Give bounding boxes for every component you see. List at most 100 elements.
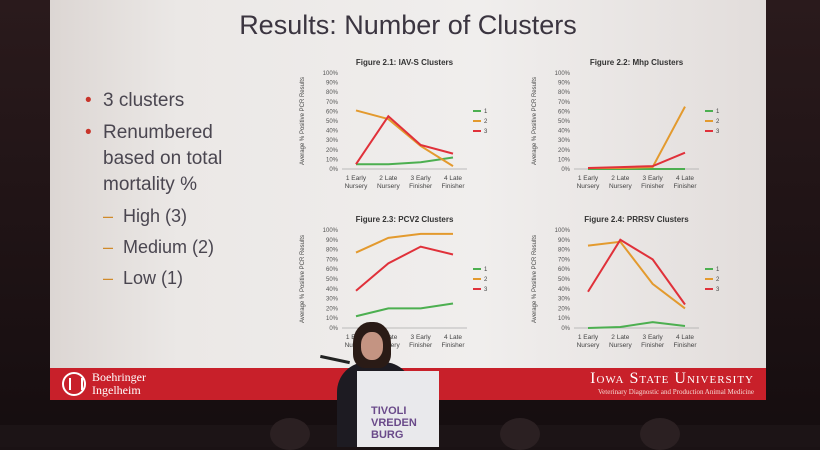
x-tick-label: Nursery — [345, 183, 369, 190]
x-tick-label: Nursery — [609, 342, 633, 349]
sub-bullet-text: Medium (2) — [123, 237, 215, 257]
series-line-1 — [355, 302, 454, 318]
legend-label: 1 — [484, 109, 488, 115]
y-axis-label: Average % Positive PCR Results — [532, 235, 538, 323]
x-tick-label: Nursery — [609, 183, 633, 190]
x-tick-label: Finisher — [673, 342, 697, 349]
bullet-text: mortality % — [103, 174, 197, 195]
legend-label: 3 — [484, 287, 488, 293]
legend-label: 1 — [716, 267, 720, 273]
y-tick-label: 0% — [329, 167, 338, 173]
x-tick-label: 2 Late — [611, 334, 629, 341]
bullet-list: 3 clusters Renumbered based on total mor… — [85, 88, 222, 291]
audience-head — [270, 418, 310, 450]
y-tick-label: 90% — [558, 81, 571, 87]
y-tick-label: 40% — [326, 129, 339, 135]
series-line-3 — [587, 151, 686, 170]
chart-title: Figure 2.1: IAV-S Clusters — [356, 58, 454, 67]
y-tick-label: 80% — [326, 90, 339, 96]
bullet-text: Renumbered — [103, 122, 213, 143]
series-line-3 — [355, 114, 454, 165]
y-tick-label: 30% — [558, 297, 571, 303]
x-tick-label: Finisher — [641, 342, 665, 349]
sub-bullet-text: Low (1) — [123, 268, 184, 288]
x-tick-label: 3 Early — [411, 175, 432, 182]
y-tick-label: 100% — [323, 71, 339, 77]
legend-label: 3 — [484, 129, 488, 135]
x-tick-label: 3 Early — [643, 175, 664, 182]
audience-head — [640, 418, 680, 450]
sub-bullet-item: High (3) — [85, 203, 222, 229]
x-tick-label: 1 Early — [578, 175, 599, 182]
y-axis-label: Average % Positive PCR Results — [532, 77, 538, 165]
x-tick-label: Nursery — [377, 183, 401, 190]
y-tick-label: 80% — [558, 90, 571, 96]
x-tick-label: 3 Early — [643, 334, 664, 341]
x-tick-label: 4 Late — [444, 175, 462, 182]
x-tick-label: 4 Late — [676, 334, 694, 341]
y-axis-label: Average % Positive PCR Results — [300, 235, 306, 323]
legend-label: 2 — [716, 119, 720, 125]
legend-label: 3 — [716, 287, 720, 293]
y-tick-label: 40% — [558, 129, 571, 135]
bullet-item: Renumbered based on total mortality % — [85, 120, 222, 198]
bullet-text: 3 clusters — [103, 90, 185, 111]
x-tick-label: 1 Early — [346, 175, 367, 182]
x-tick-label: Finisher — [409, 183, 433, 190]
y-tick-label: 0% — [329, 326, 338, 332]
series-line-1 — [587, 321, 686, 329]
y-tick-label: 0% — [561, 326, 570, 332]
y-tick-label: 70% — [326, 100, 339, 106]
y-tick-label: 40% — [558, 287, 571, 293]
series-line-2 — [587, 240, 686, 310]
series-line-3 — [355, 245, 454, 292]
isu-department: Veterinary Diagnostic and Production Ani… — [597, 388, 754, 396]
chart-title: Figure 2.3: PCV2 Clusters — [356, 215, 454, 224]
y-tick-label: 20% — [326, 306, 339, 312]
y-tick-label: 100% — [555, 228, 571, 234]
y-tick-label: 50% — [558, 119, 571, 125]
y-tick-label: 100% — [323, 228, 339, 234]
chart-title: Figure 2.4: PRRSV Clusters — [584, 215, 689, 224]
x-tick-label: Nursery — [577, 183, 601, 190]
x-tick-label: 2 Late — [611, 175, 629, 182]
series-line-1 — [356, 156, 454, 166]
legend-label: 3 — [716, 129, 720, 135]
x-tick-label: 4 Late — [444, 334, 462, 341]
y-tick-label: 10% — [326, 157, 339, 163]
boehringer-logo-text: Boehringer Ingelheim — [92, 370, 146, 397]
y-tick-label: 20% — [326, 148, 339, 154]
chart-title: Figure 2.2: Mhp Clusters — [590, 58, 684, 67]
y-tick-label: 70% — [326, 257, 339, 263]
x-tick-label: 4 Late — [676, 175, 694, 182]
y-tick-label: 20% — [558, 148, 571, 154]
y-tick-label: 100% — [555, 71, 571, 77]
chart-mhp: Figure 2.2: Mhp Clusters Average % Positi… — [532, 58, 720, 190]
series-line-2 — [355, 232, 453, 254]
y-tick-label: 40% — [326, 287, 339, 293]
x-tick-label: Finisher — [409, 342, 433, 349]
sub-bullet-item: Low (1) — [85, 265, 222, 291]
chart-prrsv: Figure 2.4: PRRSV Clusters Average % Posi… — [532, 215, 720, 349]
sub-bullet-item: Medium (2) — [85, 234, 222, 260]
y-tick-label: 90% — [326, 238, 339, 244]
y-tick-label: 60% — [558, 109, 571, 115]
bullet-item: 3 clusters — [85, 88, 222, 114]
y-tick-label: 30% — [326, 138, 339, 144]
y-axis-label: Average % Positive PCR Results — [300, 77, 306, 165]
x-tick-label: Finisher — [673, 183, 697, 190]
y-tick-label: 70% — [558, 257, 571, 263]
isu-wordmark: Iowa State University — [590, 370, 754, 387]
y-tick-label: 60% — [558, 267, 571, 273]
legend-label: 2 — [484, 277, 488, 283]
x-tick-label: Finisher — [441, 183, 465, 190]
y-tick-label: 10% — [558, 157, 571, 163]
legend-label: 1 — [484, 267, 488, 273]
slide-title: Results: Number of Clusters — [239, 10, 577, 40]
sub-bullet-text: High (3) — [123, 206, 188, 226]
x-tick-label: 1 Early — [578, 334, 599, 341]
y-tick-label: 50% — [326, 277, 339, 283]
y-tick-label: 10% — [326, 316, 339, 322]
y-tick-label: 20% — [558, 306, 571, 312]
y-tick-label: 80% — [326, 248, 339, 254]
